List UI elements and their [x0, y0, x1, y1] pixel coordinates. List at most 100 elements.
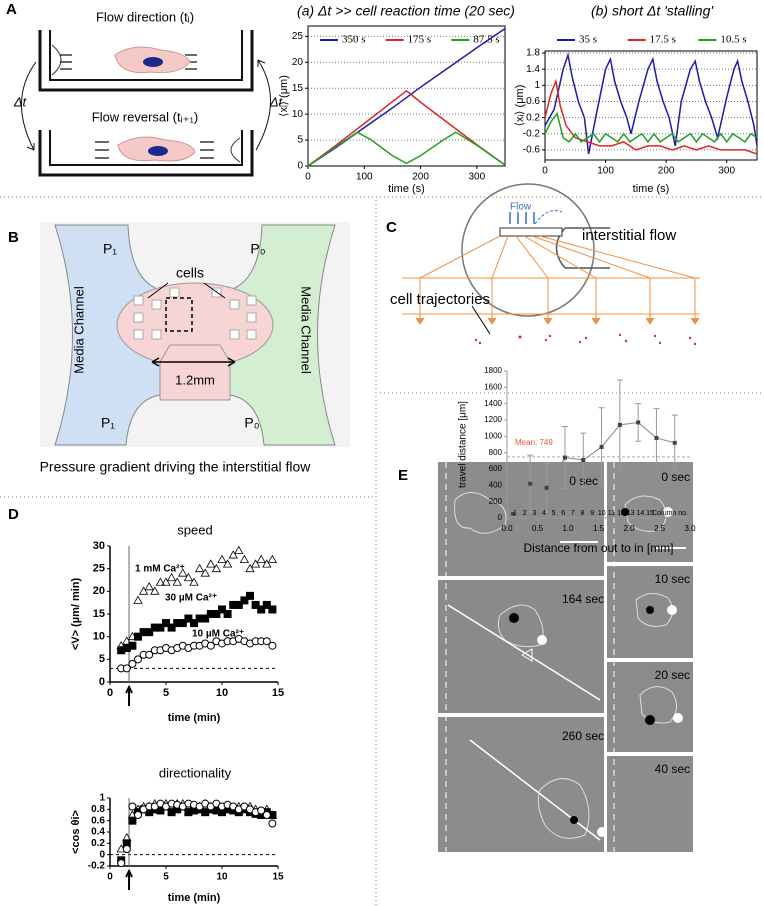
y-tick-label: 15 — [93, 608, 105, 620]
channel-label: Media Channel — [299, 286, 314, 374]
legend-label: 17.5 s — [650, 34, 676, 46]
cycle-arrow — [21, 61, 37, 151]
panel-label: E — [398, 467, 408, 484]
marker-dot — [663, 507, 673, 517]
flow-direction-label: Flow direction (tᵢ) — [96, 9, 194, 24]
x-tick-label: 3.0 — [684, 524, 696, 533]
column-label: 10 — [598, 510, 606, 517]
y-tick-label: 1.4 — [526, 64, 540, 75]
marker — [145, 650, 154, 659]
marker — [256, 554, 266, 563]
legend-label: 350 s — [342, 34, 366, 46]
x-axis-label: time (min) — [168, 892, 221, 904]
cell-outline — [454, 492, 507, 534]
chamber — [38, 30, 254, 92]
flow-front — [51, 44, 62, 76]
y-tick-label: 0 — [297, 161, 303, 172]
marker-dot — [646, 606, 654, 614]
pressure-label: P₀ — [244, 415, 259, 431]
trajectories — [474, 333, 697, 346]
channel-left — [54, 224, 161, 446]
x-tick-label: 100 — [356, 172, 373, 183]
marker-dot — [667, 605, 677, 615]
point — [654, 435, 659, 440]
guide-line — [419, 235, 696, 279]
marker — [184, 614, 193, 623]
marker — [161, 577, 171, 586]
column-label: 1 — [513, 510, 517, 517]
cell-outline — [624, 495, 667, 532]
marker — [155, 577, 166, 586]
chamber-inner — [49, 30, 243, 81]
y-tick-label: 20 — [93, 585, 105, 597]
marker — [206, 641, 215, 650]
marker — [134, 655, 142, 664]
marker — [178, 568, 188, 577]
marker — [128, 659, 137, 668]
marker-dot — [621, 508, 629, 516]
marker — [162, 619, 170, 628]
x-tick-label: 200 — [412, 172, 429, 183]
marker-dot — [597, 827, 607, 837]
chart-title: (b) short Δt 'stalling' — [591, 3, 714, 19]
column-label: 3 — [532, 510, 536, 517]
column-label: 5 — [552, 510, 556, 517]
cell-outline — [537, 778, 590, 839]
channel-right — [229, 224, 336, 446]
point — [599, 444, 604, 449]
x-tick-label: 1.5 — [593, 524, 605, 533]
point — [511, 511, 516, 516]
chart-title: directionality — [159, 765, 232, 780]
time-label: 10 sec — [655, 572, 690, 586]
marker — [156, 623, 165, 632]
callout-line — [147, 282, 226, 299]
x-tick-label: 10 — [216, 687, 228, 699]
column-label: 8 — [581, 510, 585, 517]
chamber — [38, 130, 254, 177]
y-tick-label: -0.2 — [523, 128, 541, 139]
y-axis-label: ⟨xᵢ⟩ (μm) — [514, 85, 526, 127]
chamber-inner — [49, 130, 243, 166]
marker — [167, 623, 176, 632]
legend-label: 175 s — [408, 34, 432, 46]
marker — [267, 554, 278, 563]
marker-dot — [645, 715, 655, 725]
x-tick-label: 100 — [597, 166, 614, 177]
y-tick-label: 10 — [292, 109, 304, 120]
marker — [234, 545, 244, 554]
y-tick-label: -0.2 — [88, 861, 106, 872]
line — [544, 78, 758, 155]
time-label: 40 sec — [655, 762, 690, 776]
time-label: 260 sec — [562, 729, 604, 743]
point — [544, 485, 549, 490]
y-tick-label: 1 — [534, 80, 540, 91]
marker — [268, 605, 277, 614]
y-tick-label: 0 — [498, 513, 503, 522]
column-label: 11 — [608, 510, 615, 517]
x-tick-label: 5 — [163, 687, 169, 699]
cells-label: cells — [176, 265, 204, 281]
marker — [262, 559, 272, 568]
marker — [145, 628, 154, 637]
marker-dot — [509, 613, 519, 623]
marker — [268, 819, 277, 828]
mean-label: Mean: 749 — [515, 438, 553, 447]
marker-dot — [537, 635, 547, 645]
pressure-label: P₁ — [103, 241, 117, 257]
marker-dot — [673, 713, 683, 723]
marker — [228, 550, 238, 559]
y-tick-label: 30 — [93, 540, 105, 552]
y-tick-label: 5 — [297, 135, 303, 146]
y-tick-label: 200 — [489, 497, 503, 506]
marker — [240, 596, 249, 605]
y-tick-label: 1400 — [484, 399, 502, 408]
y-tick-label: 400 — [489, 480, 503, 489]
marker — [172, 577, 182, 586]
column-label: 6 — [561, 510, 565, 517]
marker — [128, 641, 137, 650]
y-tick-label: -0.6 — [523, 145, 541, 156]
column-label: 9 — [590, 510, 594, 517]
x-tick-label: 15 — [272, 872, 284, 883]
marker — [122, 664, 131, 673]
marker — [134, 811, 142, 819]
